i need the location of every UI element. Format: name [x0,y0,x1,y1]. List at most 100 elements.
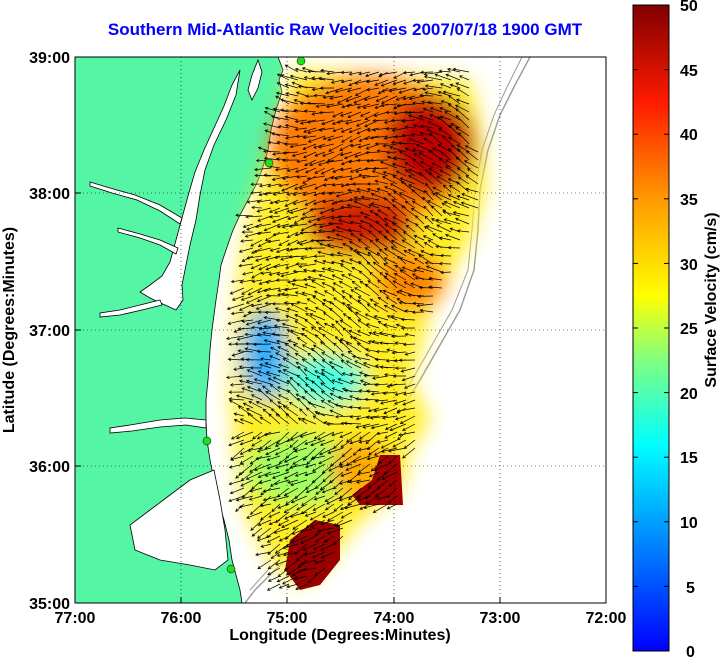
velocity-arrow [307,575,317,584]
velocity-arrow [304,471,317,477]
velocity-arrow [315,535,326,543]
velocity-arrow [344,503,362,510]
velocity-arrow [326,422,344,426]
velocity-arrow [419,93,434,98]
velocity-arrow [269,399,281,409]
velocity-arrow [378,455,389,464]
velocity-arrow [326,71,344,76]
station-marker [264,158,274,168]
velocity-arrow [231,351,245,357]
velocity-arrow [320,68,335,73]
velocity-arrow [383,135,398,140]
velocity-arrow [264,106,281,113]
velocity-arrow [301,495,317,506]
velocity-arrow [335,320,344,329]
velocity-arrow [263,324,281,329]
velocity-arrow [427,100,443,105]
velocity-arrow [401,239,416,249]
velocity-arrow [436,175,452,185]
velocity-arrow [369,239,380,249]
velocity-arrow [457,132,470,145]
velocity-arrow [354,87,371,96]
velocity-arrow [300,535,317,544]
velocity-arrow [399,177,416,185]
velocity-arrow [350,289,362,297]
velocity-arrow [233,367,245,371]
velocity-arrow [257,215,272,222]
velocity-arrow [296,239,308,245]
velocity-arrow [356,127,371,135]
velocity-arrow [358,225,371,233]
velocity-arrow [263,191,281,196]
velocity-arrow [444,111,461,121]
velocity-arrow [394,264,407,273]
velocity-arrow [440,100,452,105]
velocity-arrow [245,408,263,417]
velocity-arrow [311,551,326,559]
velocity-arrow [380,79,398,87]
velocity-arrow [316,411,335,417]
velocity-arrow [441,135,452,145]
velocity-arrow [420,161,434,169]
velocity-arrow [314,567,326,577]
velocity-arrow [286,583,299,589]
velocity-arrow [349,175,362,181]
velocity-arrow [250,239,263,247]
velocity-arrow [273,207,290,214]
velocity-arrow [335,233,353,241]
velocity-arrow [330,79,344,84]
colorbar-label: Surface Velocity (cm/s) [703,212,720,387]
velocity-arrow [302,191,317,197]
velocity-arrow [423,137,434,145]
velocity-arrow [320,390,335,401]
velocity-arrow [320,369,335,377]
velocity-arrow [262,495,281,502]
velocity-arrow [311,380,326,393]
velocity-arrow [323,322,335,329]
velocity-arrow [303,368,317,377]
velocity-arrow [331,228,344,233]
velocity-arrow [256,231,272,236]
velocity-arrow [310,455,326,461]
velocity-arrow [389,145,407,153]
velocity-arrow [391,222,407,233]
velocity-arrow [320,167,335,175]
velocity-arrow [263,431,281,437]
velocity-arrow [239,439,254,446]
velocity-arrow [362,423,380,429]
velocity-arrow [296,175,308,179]
velocity-arrow [322,511,335,518]
velocity-arrow [373,407,389,413]
velocity-arrow [268,271,281,276]
velocity-arrow [364,247,380,257]
velocity-arrow [427,200,443,209]
velocity-arrow [361,175,380,179]
velocity-arrow [320,551,335,559]
velocity-arrow [353,200,371,209]
velocity-arrow [348,198,362,202]
velocity-arrow [467,168,479,177]
velocity-arrow [356,471,371,476]
velocity-arrow [418,114,434,121]
velocity-arrow [342,387,353,393]
velocity-arrow [281,519,299,528]
velocity-arrow [357,239,371,249]
velocity-arrow [293,215,308,224]
velocity-arrow [292,199,308,205]
velocity-arrow [348,479,362,484]
velocity-arrow [348,71,362,76]
velocity-arrow [252,342,272,347]
field-darkred-south-2 [285,520,340,590]
velocity-arrow [336,119,353,124]
velocity-arrow [304,319,317,329]
velocity-arrow [426,128,443,137]
velocity-arrow [228,479,245,486]
velocity-arrow [329,252,344,257]
velocity-arrow [439,253,452,258]
velocity-arrow [329,301,344,313]
velocity-arrow [380,399,398,405]
velocity-arrow [286,167,299,172]
velocity-arrow [340,421,353,426]
velocity-arrow [297,397,308,409]
velocity-arrow [251,439,263,447]
